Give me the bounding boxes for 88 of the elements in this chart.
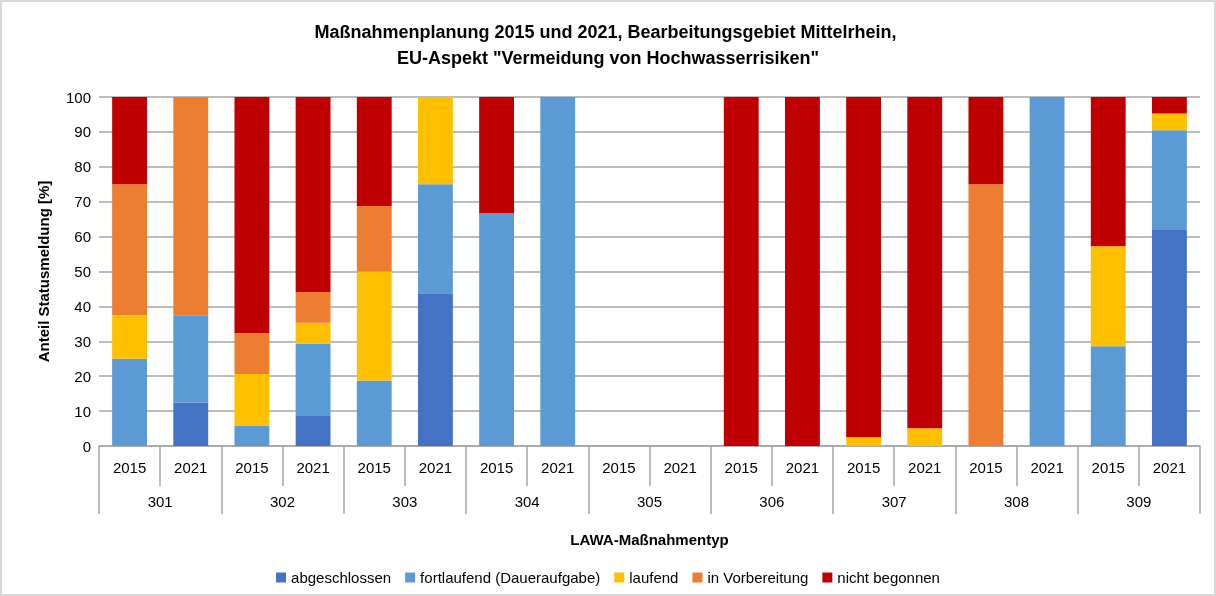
x-tick-label: 2015 [724, 459, 758, 476]
x-tick-label: 2021 [1152, 459, 1187, 476]
y-tick-label: 50 [74, 263, 91, 280]
x-tick-label: 2015 [1091, 459, 1125, 476]
legend-label: nicht begonnen [837, 569, 940, 586]
bar [417, 293, 453, 446]
bar [112, 315, 148, 359]
bar [723, 97, 759, 446]
bar [1090, 246, 1126, 347]
x-tick-label: 2015 [969, 459, 1003, 476]
text: 304 [514, 493, 540, 510]
bar [540, 97, 576, 446]
bar [1151, 229, 1187, 446]
bar [173, 97, 209, 316]
bar [295, 415, 331, 446]
y-tick-label: 90 [74, 123, 91, 141]
bar [173, 402, 209, 446]
bar [295, 322, 331, 344]
text: 308 [1003, 493, 1030, 510]
text: 305 [636, 493, 663, 510]
legend-label: laufend [629, 569, 679, 586]
text: 307 [881, 493, 907, 510]
text: 309 [1126, 493, 1152, 510]
bar [479, 97, 515, 214]
x-tick-label: 2021 [663, 459, 697, 476]
bar [968, 97, 1004, 185]
x-tick-label: 2021 [541, 459, 575, 476]
x-tick-label: 2021 [418, 459, 453, 476]
bar [907, 97, 943, 429]
bar [234, 332, 270, 375]
bar [295, 292, 331, 323]
x-tick-label: 2021 [908, 459, 942, 476]
y-tick-label: 10 [74, 402, 91, 420]
x-tick-label: 2021 [174, 459, 208, 476]
bar [234, 425, 270, 446]
y-tick-label: 30 [74, 332, 91, 350]
bar [907, 428, 943, 446]
bar [417, 184, 453, 294]
bar [417, 97, 453, 185]
bar [1151, 97, 1187, 114]
bar [356, 271, 392, 381]
text: 301 [147, 493, 173, 510]
bar [968, 184, 1004, 446]
bar [479, 213, 515, 446]
bar [356, 380, 392, 446]
x-tick-label: 2015 [357, 459, 391, 476]
y-axis-title: Anteil Statusmeldung [%] [35, 180, 52, 363]
bar [1151, 130, 1187, 230]
bar [846, 437, 882, 446]
y-tick-label: 80 [74, 158, 91, 176]
x-tick-label: 2015 [479, 459, 514, 476]
y-tick-label: 20 [74, 367, 91, 385]
chart-title: Maßnahmenplanung 2015 und 2021, Bearbeitungsgebiet Mittelrhein, EU-Aspekt "Vermeidung von Hochwasserrisiken" [314, 22, 902, 68]
bar [784, 97, 820, 446]
x-tick-label: 2021 [296, 459, 330, 476]
text: 306 [759, 493, 785, 510]
y-tick-label: 0 [82, 437, 91, 455]
text: 303 [392, 493, 418, 510]
x-tick-label: 2015 [602, 459, 636, 476]
bar [356, 205, 392, 272]
bar [234, 97, 270, 333]
x-tick-label: 2021 [1030, 459, 1064, 476]
legend-label: in Vorbereitung [707, 569, 809, 586]
legend-label: fortlaufend (Daueraufgabe) [420, 569, 601, 586]
bar [112, 358, 148, 446]
bar [1151, 113, 1187, 131]
bar [1090, 97, 1126, 247]
bar [1090, 346, 1126, 446]
bar [295, 97, 331, 293]
legend-label: abgeschlossen [291, 569, 392, 586]
bar [1029, 97, 1065, 446]
x-tick-label: 2015 [846, 459, 881, 476]
x-tick-label: 2015 [112, 459, 147, 476]
x-tick-label: 2021 [785, 459, 820, 476]
bar [295, 343, 331, 416]
y-tick-label: 60 [74, 228, 91, 246]
y-tick-label: 100 [65, 88, 91, 106]
bar [234, 374, 270, 426]
text: 302 [269, 493, 296, 510]
bar [173, 315, 209, 403]
y-tick-label: 40 [74, 297, 91, 315]
bar [356, 97, 392, 206]
bar [112, 184, 148, 316]
bar [112, 97, 148, 185]
x-tick-label: 2015 [235, 459, 269, 476]
y-tick-label: 70 [74, 193, 91, 211]
bar [846, 97, 882, 438]
x-axis-title: LAWA-Maßnahmentyp [570, 531, 729, 548]
